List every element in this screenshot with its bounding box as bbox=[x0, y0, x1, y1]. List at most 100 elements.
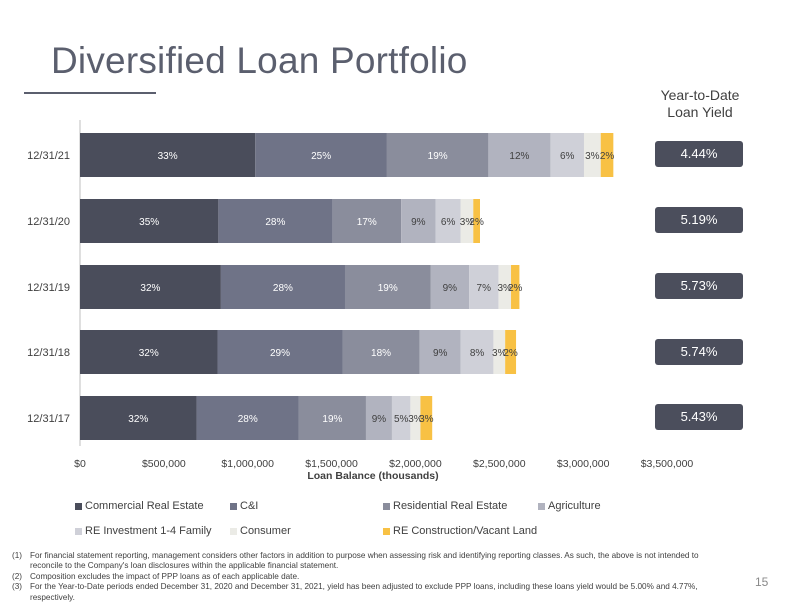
bar-12-31-21-c-i bbox=[255, 133, 387, 177]
data-label-12-31-17-agriculture: 9% bbox=[372, 414, 387, 425]
x-tick-label-3: $1,500,000 bbox=[305, 458, 358, 470]
data-label-12-31-18-residential-real-estate: 18% bbox=[371, 348, 391, 359]
footnote-3-number: (3) bbox=[12, 582, 23, 592]
bar-12-31-19-residential-real-estate bbox=[344, 265, 431, 309]
yield-header: Year-to-Date Loan Yield bbox=[648, 87, 752, 121]
bar-12-31-21-commercial-real-estate bbox=[80, 133, 256, 177]
footnote-3-text: For the Year-to-Date periods ended Decem… bbox=[30, 582, 698, 602]
footnote-2-text: Composition excludes the impact of PPP l… bbox=[30, 571, 300, 581]
page-title: Diversified Loan Portfolio bbox=[51, 40, 468, 81]
data-label-12-31-18-re-investment-1-4-family: 8% bbox=[470, 348, 485, 359]
data-label-12-31-19-agriculture: 9% bbox=[443, 283, 458, 294]
bar-12-31-19-commercial-real-estate bbox=[80, 265, 221, 309]
legend-item-re-investment-1-4-family: RE Investment 1-4 Family bbox=[75, 525, 212, 537]
data-label-12-31-21-commercial-real-estate: 33% bbox=[158, 151, 178, 162]
x-tick-label-2: $1,000,000 bbox=[221, 458, 274, 470]
data-label-12-31-21-consumer: 3% bbox=[585, 151, 600, 162]
x-axis-title: Loan Balance (thousands) bbox=[307, 470, 438, 482]
bar-12-31-21-consumer bbox=[583, 133, 601, 177]
data-label-12-31-18-re-construction-vacant-land: 2% bbox=[503, 348, 518, 359]
legend-swatch-c-i bbox=[230, 502, 237, 510]
footnote-2: (2) Composition excludes the impact of P… bbox=[12, 572, 702, 582]
bar-12-31-21-re-construction-vacant-land bbox=[600, 133, 614, 177]
bar-12-31-18-re-construction-vacant-land bbox=[505, 330, 517, 374]
data-label-12-31-21-c-i: 25% bbox=[311, 151, 331, 162]
category-label-12-31-18: 12/31/18 bbox=[27, 347, 70, 359]
x-tick-label-7: $3,500,000 bbox=[641, 458, 694, 470]
data-label-12-31-19-commercial-real-estate: 32% bbox=[140, 283, 160, 294]
bar-12-31-17-re-construction-vacant-land bbox=[420, 396, 433, 440]
data-label-12-31-18-consumer: 3% bbox=[492, 348, 507, 359]
data-label-12-31-21-agriculture: 12% bbox=[509, 151, 529, 162]
legend-item-c-i: C&I bbox=[230, 500, 258, 512]
bar-12-31-18-agriculture bbox=[419, 330, 461, 374]
yield-box-12-31-19: 5.73% bbox=[655, 273, 743, 299]
legend-swatch-re-construction-vacant-land bbox=[383, 527, 390, 535]
bar-12-31-20-commercial-real-estate bbox=[80, 199, 219, 243]
yield-box-12-31-21: 4.44% bbox=[655, 141, 743, 167]
legend-swatch-residential-real-estate bbox=[383, 502, 390, 510]
bar-12-31-19-re-investment-1-4-family bbox=[469, 265, 499, 309]
data-label-12-31-17-consumer: 3% bbox=[408, 414, 423, 425]
yield-box-12-31-17: 5.43% bbox=[655, 404, 743, 430]
legend-label-agriculture: Agriculture bbox=[548, 500, 601, 512]
footnotes: (1) For financial statement reporting, m… bbox=[12, 551, 702, 603]
bar-12-31-19-c-i bbox=[220, 265, 345, 309]
bar-12-31-17-residential-real-estate bbox=[298, 396, 366, 440]
data-label-12-31-17-c-i: 28% bbox=[238, 414, 258, 425]
bar-12-31-18-re-investment-1-4-family bbox=[460, 330, 494, 374]
data-label-12-31-19-c-i: 28% bbox=[273, 283, 293, 294]
data-label-12-31-17-re-investment-1-4-family: 5% bbox=[394, 414, 409, 425]
legend-item-consumer: Consumer bbox=[230, 525, 291, 537]
bar-12-31-18-residential-real-estate bbox=[342, 330, 420, 374]
legend-label-re-construction-vacant-land: RE Construction/Vacant Land bbox=[393, 525, 538, 537]
x-tick-label-4: $2,000,000 bbox=[389, 458, 442, 470]
yield-header-line-1: Year-to-Date bbox=[660, 87, 740, 103]
data-label-12-31-18-agriculture: 9% bbox=[433, 348, 448, 359]
bar-12-31-19-agriculture bbox=[430, 265, 470, 309]
data-label-12-31-18-c-i: 29% bbox=[270, 348, 290, 359]
x-tick-label-5: $2,500,000 bbox=[473, 458, 526, 470]
legend-item-commercial-real-estate: Commercial Real Estate bbox=[75, 500, 204, 512]
yield-header-line-2: Loan Yield bbox=[667, 104, 733, 120]
footnote-2-number: (2) bbox=[12, 571, 23, 581]
bar-12-31-20-c-i bbox=[218, 199, 333, 243]
legend-label-residential-real-estate: Residential Real Estate bbox=[393, 500, 508, 512]
data-label-12-31-20-re-investment-1-4-family: 6% bbox=[441, 217, 456, 228]
data-label-12-31-19-re-investment-1-4-family: 7% bbox=[477, 283, 492, 294]
data-label-12-31-19-re-construction-vacant-land: 2% bbox=[508, 283, 523, 294]
footnote-3: (3) For the Year-to-Date periods ended D… bbox=[12, 582, 702, 603]
bar-12-31-21-re-investment-1-4-family bbox=[550, 133, 584, 177]
data-label-12-31-20-consumer: 3% bbox=[460, 217, 475, 228]
x-tick-label-6: $3,000,000 bbox=[557, 458, 610, 470]
legend-label-consumer: Consumer bbox=[240, 525, 291, 537]
yield-box-12-31-20: 5.19% bbox=[655, 207, 743, 233]
data-label-12-31-21-re-construction-vacant-land: 2% bbox=[600, 151, 615, 162]
bar-12-31-21-agriculture bbox=[488, 133, 551, 177]
bar-12-31-17-consumer bbox=[410, 396, 421, 440]
bar-12-31-20-consumer bbox=[460, 199, 474, 243]
bar-12-31-19-consumer bbox=[498, 265, 512, 309]
page-number: 15 bbox=[755, 575, 769, 589]
bar-12-31-20-residential-real-estate bbox=[332, 199, 402, 243]
category-label-12-31-17: 12/31/17 bbox=[27, 413, 70, 425]
legend-swatch-commercial-real-estate bbox=[75, 502, 82, 510]
legend-label-c-i: C&I bbox=[240, 500, 259, 512]
bar-12-31-20-re-construction-vacant-land bbox=[473, 199, 480, 243]
bar-12-31-17-commercial-real-estate bbox=[80, 396, 197, 440]
data-label-12-31-21-re-investment-1-4-family: 6% bbox=[560, 151, 575, 162]
legend-item-re-construction-vacant-land: RE Construction/Vacant Land bbox=[383, 525, 537, 537]
footnote-1-text: For financial statement reporting, manag… bbox=[30, 551, 699, 571]
footnote-1-number: (1) bbox=[12, 551, 23, 560]
data-label-12-31-20-commercial-real-estate: 35% bbox=[139, 217, 159, 228]
data-label-12-31-19-consumer: 3% bbox=[498, 283, 513, 294]
bar-12-31-17-agriculture bbox=[365, 396, 392, 440]
title-underline bbox=[24, 92, 156, 94]
data-label-12-31-17-re-construction-vacant-land: 3% bbox=[419, 414, 434, 425]
bar-12-31-17-re-investment-1-4-family bbox=[391, 396, 411, 440]
data-label-12-31-18-commercial-real-estate: 32% bbox=[139, 348, 159, 359]
legend-swatch-consumer bbox=[230, 527, 237, 535]
bar-12-31-19-re-construction-vacant-land bbox=[511, 265, 520, 309]
data-label-12-31-20-residential-real-estate: 17% bbox=[357, 217, 377, 228]
bar-12-31-18-c-i bbox=[217, 330, 343, 374]
